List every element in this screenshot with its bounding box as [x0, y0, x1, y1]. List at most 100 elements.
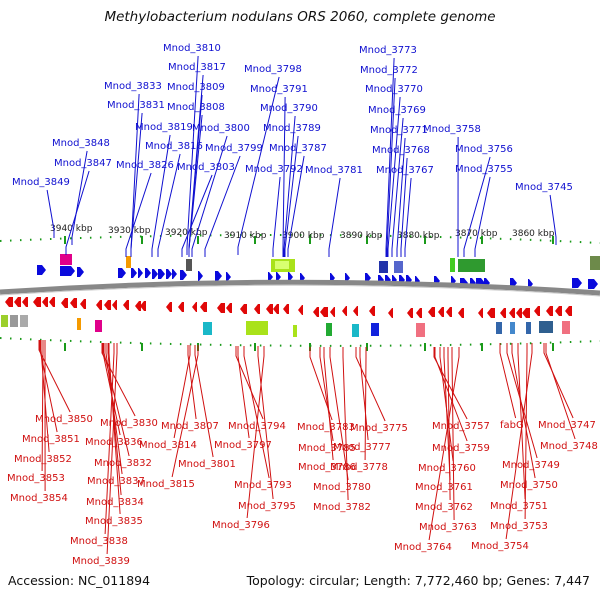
top-label-leader	[186, 55, 199, 255]
feature-box	[379, 261, 388, 273]
forward-gene-arrow	[276, 272, 281, 282]
gene-label: Mnod_3809	[167, 82, 225, 93]
bottom-label-leader	[194, 345, 214, 458]
gene-label: Mnod_3772	[360, 65, 418, 76]
gene-label: Mnod_3777	[333, 442, 391, 453]
feature-box	[562, 321, 570, 334]
top-label-leader	[191, 135, 228, 257]
gene-label: Mnod_3826	[116, 160, 174, 171]
reverse-gene-arrow	[438, 307, 444, 317]
gene-label: Mnod_3850	[35, 414, 93, 425]
reverse-gene-arrow	[70, 298, 77, 308]
forward-gene-arrow	[198, 271, 203, 281]
reverse-gene-arrow	[33, 297, 41, 307]
gene-label: Mnod_3847	[54, 158, 112, 169]
reverse-gene-arrow	[555, 306, 562, 316]
forward-gene-arrow	[180, 270, 187, 280]
reverse-gene-arrow	[80, 299, 86, 309]
feature-box	[203, 322, 212, 335]
reverse-gene-arrow	[104, 300, 111, 310]
top-label-leader	[391, 117, 404, 257]
bottom-label-leader	[103, 343, 130, 457]
bottom-label-leader	[329, 347, 349, 481]
scale-labels: 3940 kbp 3930 kbp 3920 kbp 3910 kbp 3900 kbp…	[50, 224, 555, 241]
top-label-leader	[400, 157, 408, 257]
feature-box	[60, 254, 72, 265]
gene-label: Mnod_3795	[238, 501, 296, 512]
top-label-leader	[157, 153, 181, 257]
gene-label: Mnod_3814	[139, 440, 197, 451]
gene-label: Mnod_3793	[234, 480, 292, 491]
scale-tick-label: 3910 kbp	[224, 231, 267, 241]
gene-label: Mnod_3764	[394, 542, 452, 553]
gene-label: Mnod_3778	[330, 462, 388, 473]
forward-gene-arrow	[131, 268, 137, 278]
bottom-label-leader	[105, 343, 123, 475]
gene-label: Mnod_3745	[515, 182, 573, 193]
genome-backbone-shadow	[0, 284, 600, 297]
feature-box	[510, 322, 515, 334]
bottom-label-leader	[545, 343, 576, 440]
reverse-gene-arrow	[516, 308, 522, 318]
bottom-label-leader	[434, 347, 468, 442]
feature-box	[526, 322, 531, 334]
gene-label: Mnod_3763	[419, 522, 477, 533]
reverse-gene-arrow	[428, 307, 435, 317]
gene-label: Mnod_3780	[313, 482, 371, 493]
gene-label: Mnod_3839	[72, 556, 130, 567]
reverse-gene-arrow	[123, 300, 129, 310]
bottom-label-leader	[101, 343, 136, 417]
reverse-gene-arrow	[342, 306, 347, 316]
gene-label: Mnod_3833	[104, 81, 162, 92]
gene-label: Mnod_3848	[52, 138, 110, 149]
reverse-feature-track	[1, 315, 570, 337]
bottom-label-leader	[323, 347, 334, 461]
scale-tick-label: 3880 kbp	[397, 231, 440, 241]
bottom-scale-dots	[0, 337, 600, 347]
gene-label: Mnod_3756	[455, 144, 513, 155]
top-label-leader	[282, 96, 286, 257]
bottom-label-leader	[108, 343, 121, 515]
genome-backbone	[0, 279, 600, 296]
reverse-gene-arrow	[240, 304, 247, 314]
reverse-gene-arrow	[320, 307, 328, 317]
gene-label: Mnod_3837	[87, 476, 145, 487]
top-label-leader	[130, 112, 143, 257]
reverse-gene-arrow	[178, 302, 184, 312]
forward-gene-arrow	[60, 266, 75, 276]
gene-label: Mnod_3831	[107, 100, 165, 111]
top-label-leader	[396, 137, 406, 257]
gene-label: Mnod_3750	[500, 480, 558, 491]
gene-label: Mnod_3786	[298, 462, 356, 473]
gene-label: Mnod_3747	[538, 420, 596, 431]
reverse-gene-arrow	[565, 306, 572, 316]
feature-box	[77, 318, 81, 330]
top-label-leader	[188, 114, 203, 257]
scale-tick-label: 3870 kbp	[455, 229, 498, 239]
reverse-gene-arrow	[546, 306, 553, 316]
forward-gene-arrow	[172, 269, 177, 279]
genome-title: Methylobacterium nodulans ORS 2060, comp…	[104, 9, 496, 25]
bottom-label-leader	[171, 345, 199, 478]
bottom-label-leader	[187, 345, 197, 420]
reverse-gene-arrow	[353, 306, 358, 316]
feature-box	[326, 323, 332, 336]
gene-label: Mnod_3755	[455, 164, 513, 175]
bottom-label-leader	[107, 343, 122, 496]
gene-label: Mnod_3758	[423, 124, 481, 135]
reverse-gene-arrow	[200, 302, 207, 312]
top-label-leader	[386, 77, 396, 257]
scale-tick-label: 3930 kbp	[108, 226, 151, 236]
top-label-leader	[463, 156, 491, 257]
reverse-gene-arrow	[273, 304, 279, 314]
bottom-label-leader	[355, 347, 386, 422]
feature-box	[450, 258, 455, 272]
feature-box	[496, 322, 502, 334]
gene-label: Mnod_3801	[178, 459, 236, 470]
gene-label: Mnod_3748	[540, 441, 598, 452]
reverse-gene-arrow	[5, 297, 13, 307]
gene-label: Mnod_3798	[244, 64, 302, 75]
forward-gene-arrow	[77, 267, 84, 277]
scale-tick-label: 3920 kbp	[165, 228, 208, 238]
